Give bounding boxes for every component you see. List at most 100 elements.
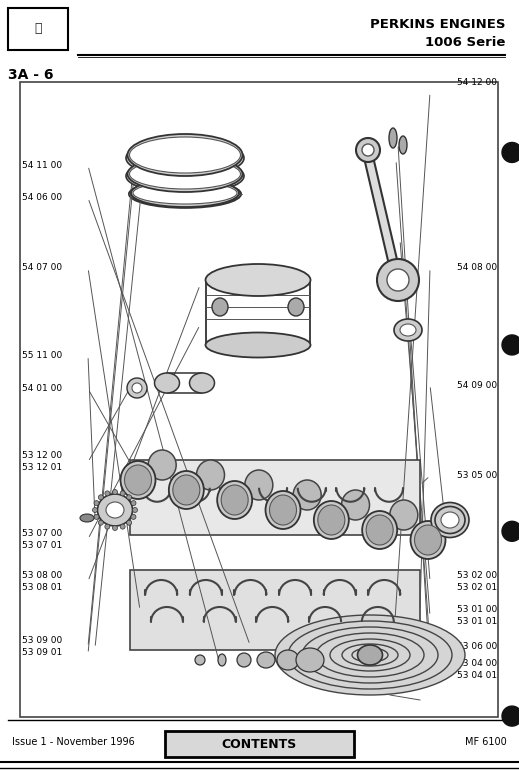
Ellipse shape [132, 383, 142, 393]
Ellipse shape [358, 645, 383, 665]
Ellipse shape [441, 512, 459, 528]
Text: 1006 Serie: 1006 Serie [425, 35, 505, 49]
Ellipse shape [400, 324, 416, 336]
Ellipse shape [195, 655, 205, 665]
Ellipse shape [314, 501, 349, 539]
Ellipse shape [129, 180, 241, 208]
Ellipse shape [356, 138, 380, 162]
Ellipse shape [98, 494, 132, 526]
Ellipse shape [99, 521, 103, 525]
Ellipse shape [92, 507, 98, 513]
Text: 53 07 00: 53 07 00 [22, 528, 62, 537]
Ellipse shape [366, 515, 393, 545]
Ellipse shape [127, 495, 132, 500]
Circle shape [502, 142, 519, 162]
Ellipse shape [105, 490, 110, 496]
Circle shape [502, 521, 519, 541]
Ellipse shape [237, 653, 251, 667]
Ellipse shape [411, 521, 445, 559]
Ellipse shape [394, 319, 422, 341]
Ellipse shape [131, 179, 239, 207]
Ellipse shape [245, 470, 273, 500]
Ellipse shape [435, 507, 465, 534]
Ellipse shape [266, 491, 301, 529]
Ellipse shape [99, 495, 103, 500]
Ellipse shape [127, 521, 132, 525]
Text: 54 11 00: 54 11 00 [22, 161, 62, 170]
Ellipse shape [218, 654, 226, 666]
Ellipse shape [120, 524, 125, 529]
Ellipse shape [257, 652, 275, 668]
Ellipse shape [206, 264, 310, 296]
Text: 54 12 00: 54 12 00 [457, 78, 497, 87]
Ellipse shape [362, 511, 397, 549]
Ellipse shape [120, 461, 156, 499]
Ellipse shape [330, 639, 410, 671]
Ellipse shape [212, 298, 228, 316]
Ellipse shape [120, 490, 125, 496]
Text: ⬛: ⬛ [34, 22, 42, 35]
Text: 54 07 00: 54 07 00 [22, 263, 62, 273]
Ellipse shape [155, 373, 180, 393]
Ellipse shape [94, 500, 99, 506]
Text: 53 08 01: 53 08 01 [22, 583, 62, 592]
Ellipse shape [125, 465, 152, 495]
Ellipse shape [269, 495, 296, 525]
Ellipse shape [94, 514, 99, 520]
Ellipse shape [221, 485, 248, 515]
Ellipse shape [377, 259, 419, 301]
Ellipse shape [390, 500, 418, 530]
Bar [20, 82, 498, 717]
Text: 53 04 00: 53 04 00 [457, 659, 497, 668]
Text: 53 01 01: 53 01 01 [457, 618, 497, 627]
Ellipse shape [130, 137, 240, 173]
Ellipse shape [105, 524, 110, 529]
Ellipse shape [217, 481, 252, 519]
Text: 53 08 00: 53 08 00 [22, 571, 62, 580]
Text: 53 04 01: 53 04 01 [457, 671, 497, 681]
FancyBboxPatch shape [165, 731, 354, 757]
Ellipse shape [132, 507, 138, 513]
Text: 54 09 00: 54 09 00 [457, 380, 497, 390]
Text: PERKINS ENGINES: PERKINS ENGINES [370, 18, 505, 32]
Ellipse shape [131, 500, 136, 506]
Ellipse shape [431, 503, 469, 537]
Ellipse shape [399, 136, 407, 154]
Ellipse shape [275, 615, 465, 695]
Ellipse shape [189, 373, 214, 393]
Text: 54 01 00: 54 01 00 [22, 384, 62, 393]
Ellipse shape [113, 490, 117, 494]
Text: 53 12 01: 53 12 01 [22, 464, 62, 473]
Ellipse shape [106, 502, 124, 518]
Text: CONTENTS: CONTENTS [222, 738, 297, 751]
Circle shape [502, 706, 519, 726]
Text: 53 09 00: 53 09 00 [22, 636, 62, 645]
Bar [8, 8, 68, 50]
Ellipse shape [293, 480, 321, 510]
Ellipse shape [342, 490, 370, 520]
Text: 3A - 6: 3A - 6 [8, 68, 53, 82]
Ellipse shape [131, 514, 136, 520]
Ellipse shape [129, 182, 241, 206]
Text: 53 09 01: 53 09 01 [22, 648, 62, 658]
Ellipse shape [128, 156, 242, 192]
Ellipse shape [173, 475, 200, 505]
Ellipse shape [387, 269, 409, 291]
Text: 53 01 00: 53 01 00 [457, 605, 497, 614]
Text: 54 08 00: 54 08 00 [457, 263, 497, 273]
Ellipse shape [128, 134, 242, 176]
Ellipse shape [288, 298, 304, 316]
Ellipse shape [277, 650, 299, 670]
Ellipse shape [352, 648, 388, 662]
Bar [130, 570, 420, 650]
Ellipse shape [288, 621, 452, 689]
Ellipse shape [316, 633, 424, 677]
Ellipse shape [206, 333, 310, 357]
Ellipse shape [302, 627, 438, 683]
Ellipse shape [127, 378, 147, 398]
Ellipse shape [80, 514, 94, 522]
Text: 53 07 01: 53 07 01 [22, 541, 62, 550]
Bar [130, 460, 420, 535]
Ellipse shape [133, 182, 237, 204]
Ellipse shape [126, 139, 244, 177]
